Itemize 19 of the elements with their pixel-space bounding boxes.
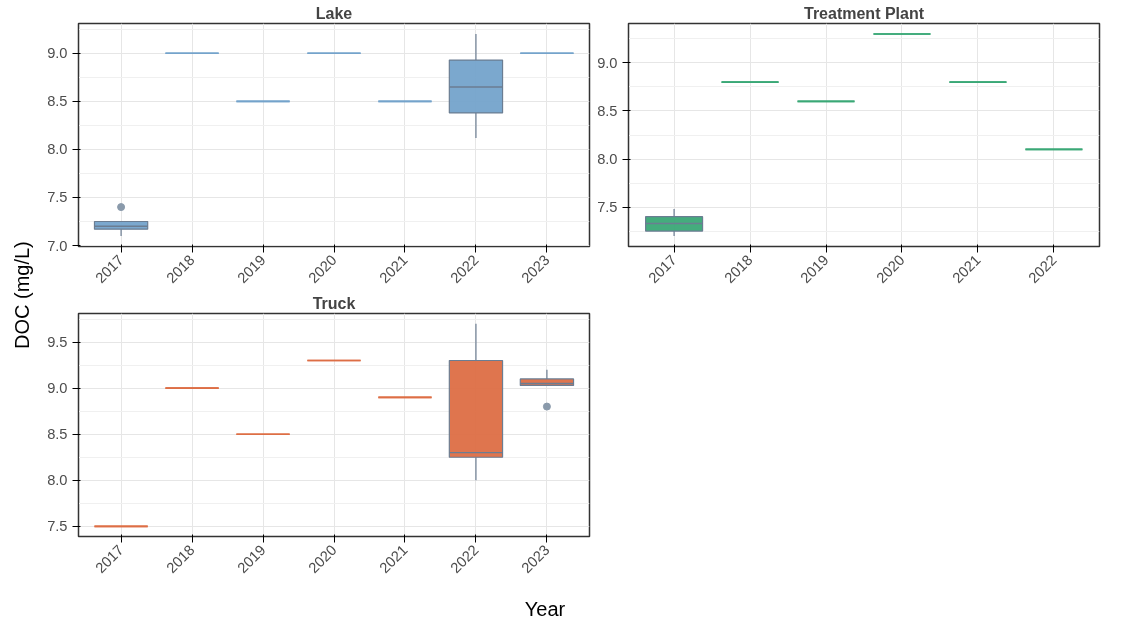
chart-title: Treatment Plant bbox=[803, 4, 925, 22]
y-tick-label: 9.0 bbox=[597, 54, 618, 71]
y-tick-label: 9.0 bbox=[47, 380, 68, 397]
y-tick-label: 8.5 bbox=[47, 426, 68, 443]
y-axis-title: DOC (mg/L) bbox=[9, 241, 34, 349]
y-tick-label: 8.0 bbox=[47, 472, 68, 489]
x-axis-title: Year bbox=[524, 597, 566, 621]
chart-title: Truck bbox=[312, 294, 356, 312]
chart-title: Lake bbox=[315, 4, 353, 22]
y-tick-label: 8.5 bbox=[597, 102, 618, 119]
y-tick-label: 7.0 bbox=[47, 237, 68, 254]
y-tick-label: 9.0 bbox=[47, 45, 68, 62]
y-tick-label: 7.5 bbox=[47, 518, 68, 535]
y-tick-label: 8.5 bbox=[47, 93, 68, 110]
y-tick-label: 7.5 bbox=[47, 189, 68, 206]
y-tick-label: 8.0 bbox=[597, 151, 618, 168]
y-tick-label: 9.5 bbox=[47, 334, 68, 351]
y-tick-label: 8.0 bbox=[47, 141, 68, 158]
y-tick-label: 7.5 bbox=[597, 199, 618, 216]
